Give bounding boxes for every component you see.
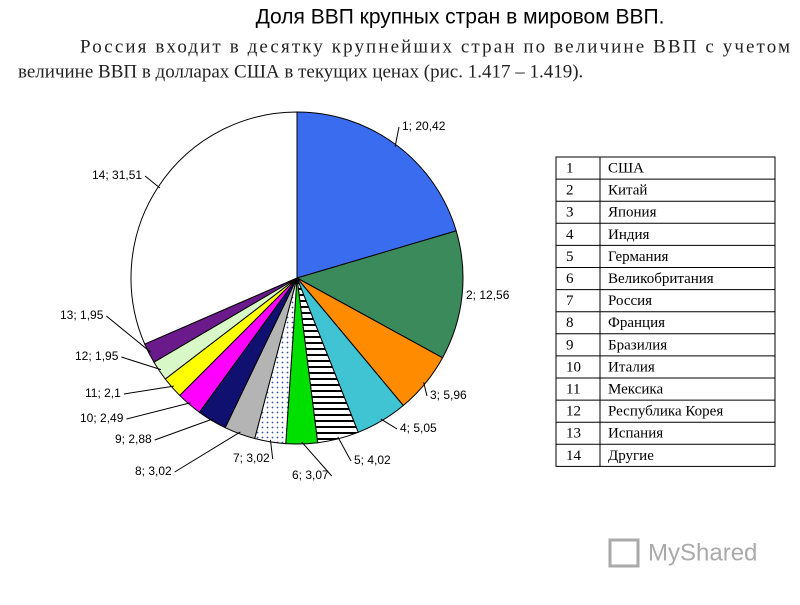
table-cell: 6	[566, 271, 574, 287]
pie-slice	[295, 230, 464, 359]
table-cell: 12	[566, 404, 581, 420]
table-cell: Другие	[608, 448, 654, 464]
data-label: 8; 3,02	[135, 464, 172, 478]
table-cell: 11	[566, 381, 580, 397]
pie-slice	[296, 111, 457, 279]
table-cell: 8	[566, 315, 574, 331]
data-label: 1; 20,42	[402, 119, 446, 133]
table-cell: Китай	[608, 183, 647, 199]
leader-line	[121, 356, 162, 371]
table-cell: Индия	[608, 227, 650, 243]
table-cell: Бразилия	[608, 337, 667, 353]
table-cell: Великобритания	[608, 271, 714, 287]
table-cell: Испания	[608, 426, 663, 442]
leader-line	[423, 382, 428, 397]
leader-line	[154, 418, 214, 441]
table-cell: Германия	[608, 249, 669, 265]
leader-line	[301, 441, 333, 477]
data-label: 6; 3,07	[292, 468, 329, 482]
data-label: 11; 2,1	[85, 386, 121, 400]
data-label: 4; 5,05	[400, 421, 437, 435]
watermark: MyShared	[648, 539, 757, 566]
pie: 1; 20,42 2; 12,56 3; 5,96 4; 5,05 5; 4,02 6; …	[60, 111, 510, 482]
leader-line	[174, 431, 241, 473]
leader-line	[394, 126, 400, 147]
leader-line	[126, 402, 191, 420]
data-label: 5; 4,02	[354, 453, 391, 467]
text-line: Россия входит в десятку крупнейших стран…	[80, 36, 790, 57]
data-label: 7; 3,02	[233, 451, 270, 465]
table-cell: 9	[566, 337, 574, 353]
table-cell: 5	[566, 249, 574, 265]
table-cell: 14	[566, 448, 582, 464]
leader-line	[106, 315, 152, 353]
table-cell: Республика Корея	[608, 404, 723, 420]
table-cell: 13	[566, 426, 581, 442]
leader-line	[123, 385, 174, 395]
data-label: 2; 12,56	[466, 288, 510, 302]
table-cell: 4	[566, 227, 574, 243]
table-cell: Мексика	[608, 381, 663, 397]
watermark-icon	[608, 538, 640, 568]
table-cell: 7	[566, 293, 574, 309]
table-cell: 2	[566, 183, 574, 199]
data-label: 3; 5,96	[430, 388, 467, 402]
leader-line	[380, 418, 398, 430]
data-label: 12; 1,95	[75, 349, 119, 363]
data-label: 10; 2,49	[80, 411, 124, 425]
table-cell: 10	[566, 359, 581, 375]
leader-line	[144, 175, 161, 189]
leader-line	[337, 436, 352, 462]
table-cell: Россия	[608, 293, 652, 309]
table-cell: Япония	[608, 205, 657, 221]
table-cell: Франция	[608, 315, 665, 331]
table-cell: США	[608, 160, 644, 176]
legend-table: 1 США 2 Китай 3 Япония 4 Индия 5 Германия 6 Великоб…	[555, 156, 776, 467]
leader-line	[269, 439, 274, 460]
data-label: 13; 1,95	[60, 308, 104, 322]
title: Доля ВВП крупных стран в мировом ВВП.	[256, 6, 665, 29]
table-cell: Италия	[608, 359, 655, 375]
text-line: величине ВВП в долларах США в текущих це…	[18, 61, 583, 82]
data-label: 9; 2,88	[115, 432, 152, 446]
table-cell: 1	[566, 160, 574, 176]
data-label: 14; 31,51	[92, 168, 142, 182]
table-cell: 3	[566, 205, 574, 221]
